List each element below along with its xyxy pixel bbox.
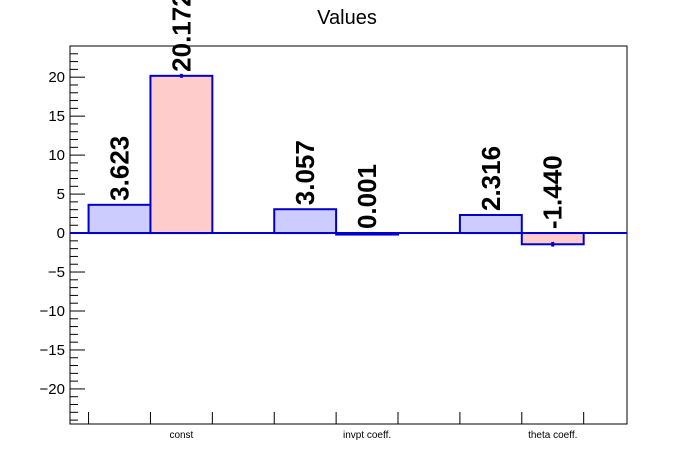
data-labels: 3.623 3.057 2.316 20.172 0.001 -1.440 xyxy=(105,0,568,229)
y-tick-label: 0 xyxy=(57,225,65,242)
bar xyxy=(273,208,338,235)
plot-frame xyxy=(69,45,628,425)
data-label: 3.057 xyxy=(290,140,320,205)
y-tick-label: −20 xyxy=(40,381,65,398)
data-label: 2.316 xyxy=(476,146,506,211)
y-tick-label: −5 xyxy=(48,264,65,281)
y-tick-label: 5 xyxy=(57,186,65,203)
y-axis: −20 −15 −10 −5 0 5 10 15 20 xyxy=(40,45,85,421)
x-category-label: theta coeff. xyxy=(528,430,577,441)
x-axis: const invpt coeff. theta coeff. xyxy=(88,412,585,441)
bar xyxy=(149,74,214,235)
data-label: -1.440 xyxy=(538,155,568,229)
x-category-label: const xyxy=(169,430,193,441)
data-label: 3.623 xyxy=(105,136,135,201)
y-tick-label: 10 xyxy=(48,147,65,164)
y-tick-label: −15 xyxy=(40,342,65,359)
y-tick-label: 15 xyxy=(48,108,65,125)
y-tick-label: 20 xyxy=(48,69,65,86)
data-label: 0.001 xyxy=(352,164,382,229)
data-label: 20.172 xyxy=(166,0,196,72)
y-tick-label: −10 xyxy=(40,303,65,320)
chart-title: Values xyxy=(317,7,377,29)
x-category-label: invpt coeff. xyxy=(343,430,391,441)
bars xyxy=(87,73,585,247)
bar xyxy=(458,214,523,235)
bar xyxy=(87,203,152,235)
